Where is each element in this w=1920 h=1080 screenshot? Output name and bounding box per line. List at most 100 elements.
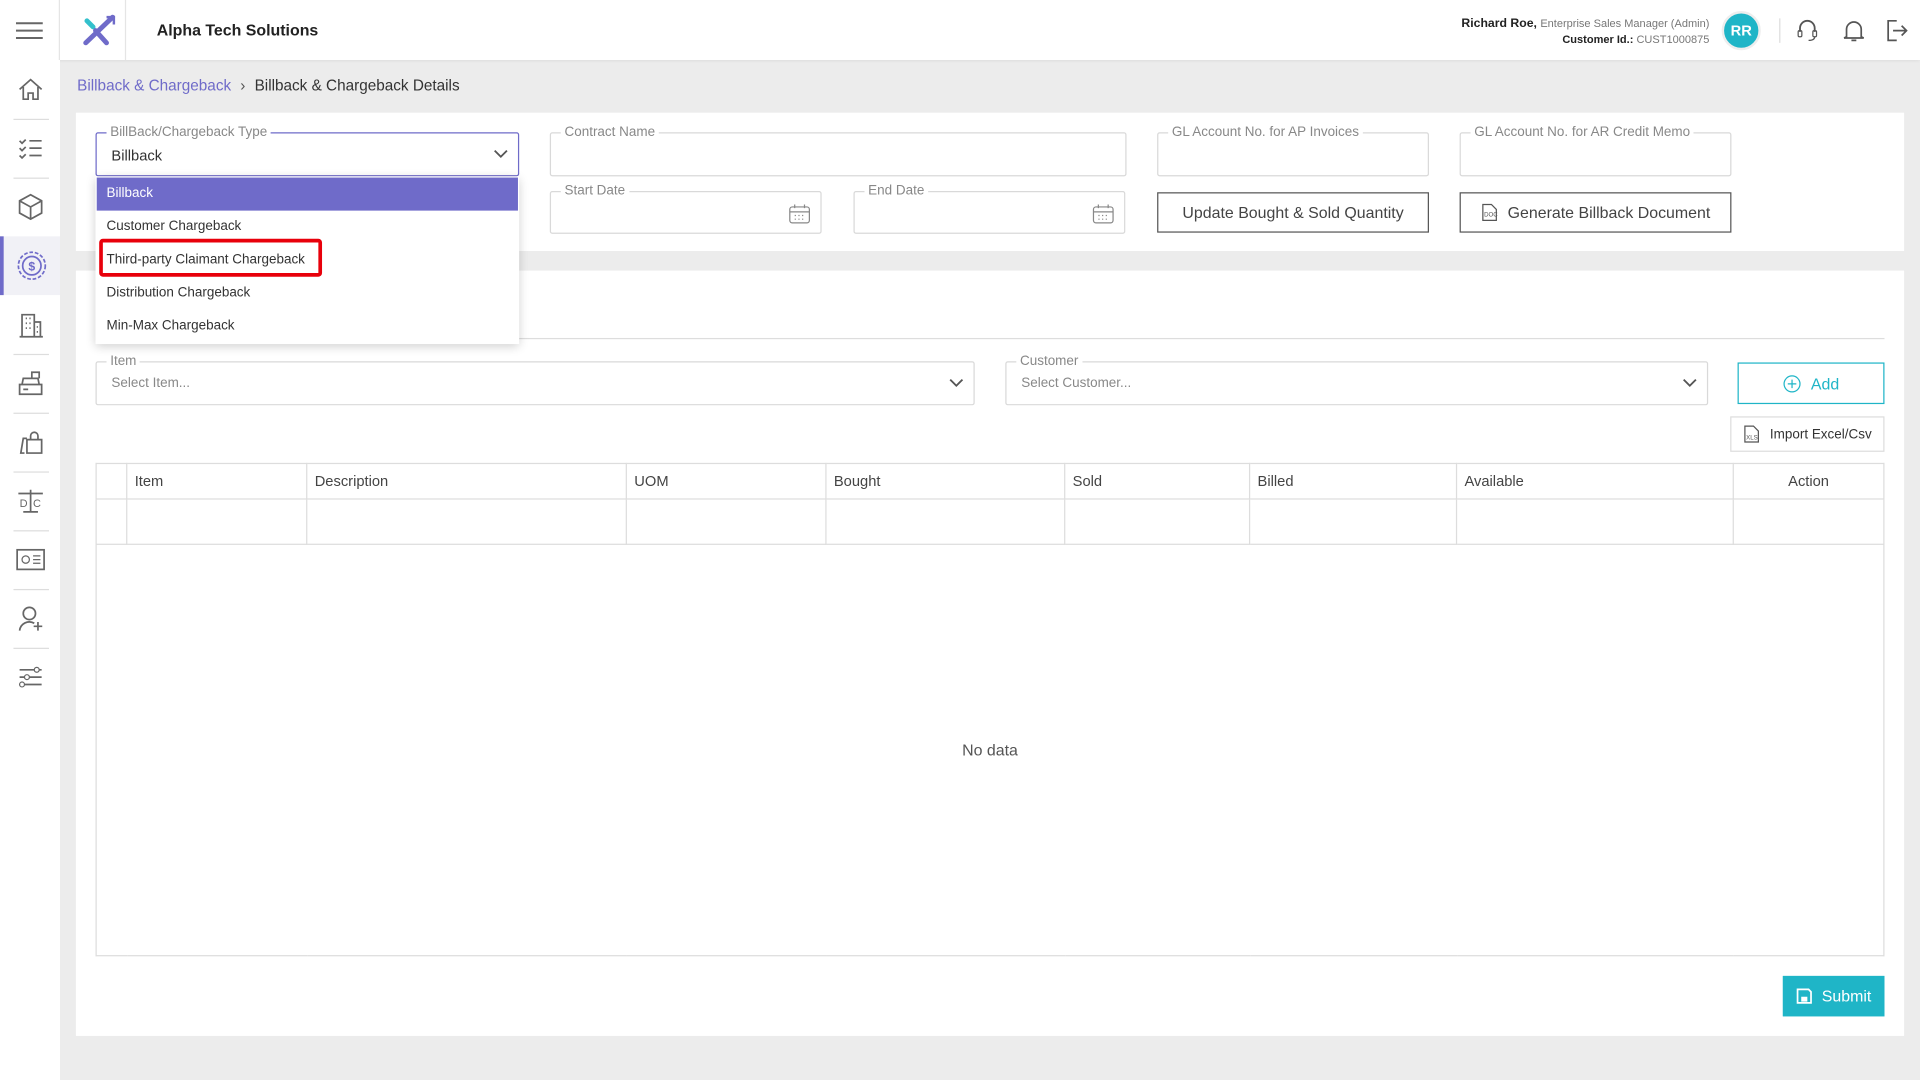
item-placeholder: Select Item...	[111, 375, 191, 391]
start-date-input[interactable]: Start Date	[549, 183, 822, 234]
customer-label: Customer	[1016, 353, 1083, 370]
dropdown-option-distribution-chargeback[interactable]: Distribution Chargeback	[106, 285, 251, 301]
dollar-icon: $	[17, 251, 47, 281]
empty-row: No data	[95, 543, 1885, 957]
highlight-box	[99, 238, 323, 277]
sidebar-item-sales[interactable]	[0, 354, 60, 413]
dropdown-option-customer-chargeback[interactable]: Customer Chargeback	[106, 219, 242, 234]
table-row	[95, 498, 1885, 545]
menu-button[interactable]	[0, 0, 61, 61]
breadcrumb: Billback & Chargeback › Billback & Charg…	[77, 77, 459, 94]
tabs-divider	[95, 337, 1885, 340]
svg-text:XLS: XLS	[1747, 435, 1759, 442]
end-date-label: End Date	[864, 183, 929, 200]
sidebar-item-home[interactable]	[0, 60, 60, 119]
plus-circle-icon	[1783, 374, 1801, 392]
column-header: Bought	[825, 462, 1066, 500]
customer-select[interactable]: Customer Select Customer...	[1005, 353, 1709, 406]
chevron-right-icon: ›	[240, 77, 246, 95]
user-role: Enterprise Sales Manager (Admin)	[1540, 17, 1710, 30]
gl-ap-input[interactable]: GL Account No. for AP Invoices	[1157, 124, 1429, 177]
submit-button[interactable]: Submit	[1782, 975, 1885, 1017]
column-header: Available	[1455, 462, 1734, 500]
customer-id: CUST1000875	[1636, 33, 1710, 46]
type-label: BillBack/Chargeback Type	[106, 124, 271, 141]
checklist-icon	[18, 138, 42, 160]
gl-ar-label: GL Account No. for AR Credit Memo	[1470, 124, 1694, 141]
support-headset-icon[interactable]	[1796, 18, 1818, 42]
update-quantity-button[interactable]: Update Bought & Sold Quantity	[1157, 192, 1429, 233]
contract-name-label: Contract Name	[560, 124, 659, 141]
save-icon	[1796, 988, 1812, 1004]
chevron-down-icon	[949, 378, 964, 388]
column-header: UOM	[625, 462, 827, 500]
customer-placeholder: Select Customer...	[1021, 375, 1132, 391]
type-select[interactable]: BillBack/Chargeback Type Billback	[95, 124, 520, 177]
add-button[interactable]: Add	[1737, 362, 1885, 405]
report-card-icon	[15, 548, 45, 571]
end-date-input[interactable]: End Date	[853, 183, 1126, 234]
column-header: Action	[1732, 462, 1885, 500]
gl-ar-input[interactable]: GL Account No. for AR Credit Memo	[1459, 124, 1732, 177]
sidebar-item-tasks[interactable]	[0, 119, 60, 178]
column-header: Item	[126, 462, 308, 500]
sidebar-item-companies[interactable]	[0, 295, 60, 354]
chevron-down-icon	[494, 149, 508, 159]
sidebar-item-reports[interactable]	[0, 530, 60, 589]
breadcrumb-current: Billback & Chargeback Details	[254, 77, 460, 95]
dropdown-option-billback[interactable]: Billback	[96, 177, 518, 211]
add-label: Add	[1810, 374, 1840, 393]
hamburger-icon	[15, 21, 43, 39]
breadcrumb-parent-link[interactable]: Billback & Chargeback	[77, 77, 232, 95]
company-logo	[83, 14, 116, 46]
notification-bell-icon[interactable]	[1843, 18, 1865, 42]
item-label: Item	[106, 353, 141, 370]
svg-text:C: C	[32, 498, 40, 510]
box-icon	[18, 193, 42, 221]
chevron-down-icon	[1683, 378, 1697, 388]
company-name: Alpha Tech Solutions	[156, 20, 319, 40]
type-value: Billback	[111, 146, 163, 165]
building-icon	[18, 313, 43, 338]
svg-text:$: $	[28, 260, 35, 274]
settings-sliders-icon	[18, 666, 42, 688]
no-data-message: No data	[95, 543, 1885, 957]
add-user-icon	[18, 606, 42, 631]
items-table: Item Description UOM Bought Sold Billed …	[95, 462, 1885, 957]
gl-ap-label: GL Account No. for AP Invoices	[1168, 124, 1363, 141]
logout-icon[interactable]	[1886, 18, 1908, 42]
sidebar-item-purchases[interactable]	[0, 413, 60, 472]
user-info: Richard Roe, Enterprise Sales Manager (A…	[1461, 16, 1709, 48]
start-date-label: Start Date	[560, 183, 629, 200]
xls-file-icon: XLS	[1744, 425, 1760, 443]
submit-label: Submit	[1821, 986, 1872, 1006]
cash-register-icon	[18, 371, 42, 396]
table-header-row: Item Description UOM Bought Sold Billed …	[95, 462, 1885, 500]
import-excel-button[interactable]: XLS Import Excel/Csv	[1730, 416, 1885, 452]
document-icon: DOC	[1482, 203, 1498, 222]
calendar-icon[interactable]	[1092, 203, 1114, 224]
item-select[interactable]: Item Select Item...	[95, 353, 975, 406]
top-header: Alpha Tech Solutions Richard Roe, Enterp…	[0, 0, 1920, 61]
generate-billback-button[interactable]: DOC Generate Billback Document	[1459, 192, 1732, 233]
sidebar-item-settings[interactable]	[0, 648, 60, 707]
sidebar-item-billback[interactable]: $	[0, 236, 61, 296]
dropdown-option-third-party-chargeback[interactable]: Third-party Claimant Chargeback	[106, 252, 305, 267]
home-icon	[18, 78, 42, 101]
avatar[interactable]: RR	[1721, 11, 1761, 51]
customer-id-label: Customer Id.:	[1562, 33, 1634, 46]
sidebar-item-users[interactable]	[0, 589, 60, 648]
dropdown-option-min-max-chargeback[interactable]: Min-Max Chargeback	[106, 318, 235, 334]
calendar-icon[interactable]	[789, 203, 811, 224]
contract-name-input[interactable]: Contract Name	[549, 124, 1127, 177]
column-header: Sold	[1064, 462, 1251, 500]
generate-billback-label: Generate Billback Document	[1507, 203, 1711, 222]
user-name: Richard Roe,	[1461, 17, 1537, 31]
update-quantity-label: Update Bought & Sold Quantity	[1182, 203, 1404, 222]
column-header: Description	[306, 462, 627, 500]
import-excel-label: Import Excel/Csv	[1769, 426, 1872, 442]
sidebar-item-products[interactable]	[0, 178, 60, 237]
